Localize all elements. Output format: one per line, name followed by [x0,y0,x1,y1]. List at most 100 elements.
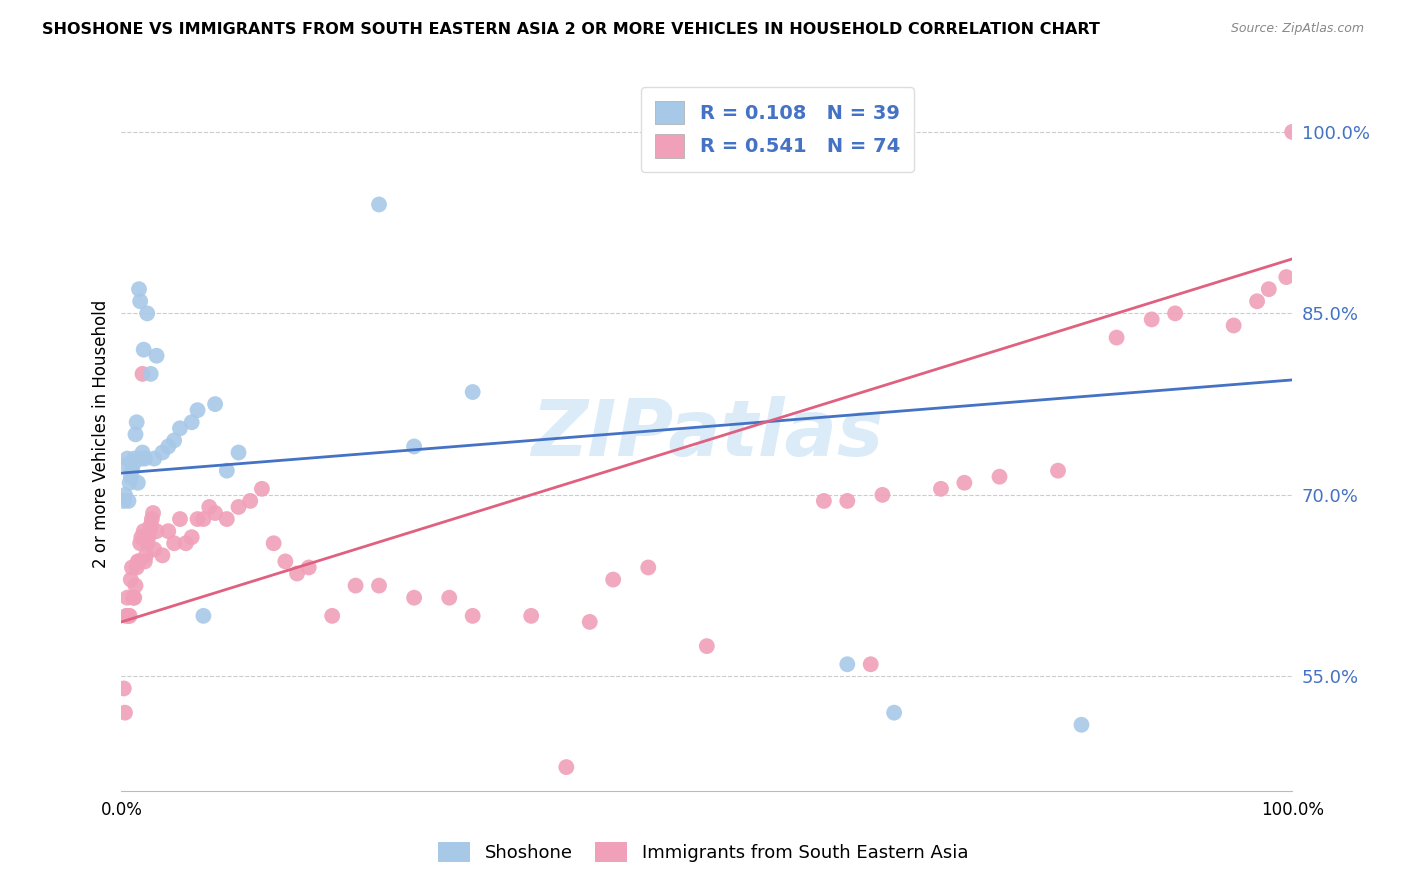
Point [115,608,138,623]
Point [120,573,142,587]
Text: SHOSHONE VS IMMIGRANTS FROM SOUTH EASTERN ASIA 2 OR MORE VEHICLES IN HOUSEHOLD C: SHOSHONE VS IMMIGRANTS FROM SOUTH EASTER… [42,22,1099,37]
Point [136,306,159,320]
Point [134,451,156,466]
Point [1047,464,1070,478]
Point [121,464,143,478]
Point [138,524,160,538]
Point [1070,718,1092,732]
Y-axis label: 2 or more Vehicles in Household: 2 or more Vehicles in Household [93,301,110,568]
Point [114,488,136,502]
Point [368,197,391,211]
Point [112,494,135,508]
Point [520,608,543,623]
Point [321,608,343,623]
Point [139,367,162,381]
Point [129,294,152,309]
Point [163,536,186,550]
Point [883,706,905,720]
Point [929,482,952,496]
Point [125,560,148,574]
Point [1281,125,1303,139]
Point [131,367,153,381]
Point [461,384,484,399]
Point [204,506,226,520]
Point [114,706,136,720]
Point [169,512,191,526]
Point [132,343,155,357]
Point [120,469,142,483]
Point [263,536,285,550]
Legend: Shoshone, Immigrants from South Eastern Asia: Shoshone, Immigrants from South Eastern … [430,834,976,870]
Point [118,608,141,623]
Point [1140,312,1163,326]
Point [193,608,215,623]
Point [138,530,160,544]
Point [124,451,146,466]
Point [250,482,273,496]
Point [139,518,162,533]
Point [344,579,367,593]
Point [131,445,153,459]
Text: ZIPatlas: ZIPatlas [530,396,883,473]
Point [198,500,221,514]
Point [115,458,138,472]
Point [578,615,600,629]
Point [1105,330,1128,344]
Point [215,512,238,526]
Point [837,657,859,672]
Point [118,475,141,490]
Point [228,445,250,459]
Point [125,415,148,429]
Point [127,475,149,490]
Point [157,440,180,454]
Point [180,415,202,429]
Point [602,573,624,587]
Point [141,512,163,526]
Point [124,427,146,442]
Point [124,591,146,605]
Point [1164,306,1187,320]
Point [368,579,391,593]
Point [696,639,718,653]
Point [404,440,426,454]
Point [555,760,578,774]
Point [180,530,202,544]
Point [152,445,174,459]
Legend: R = 0.108   N = 39, R = 0.541   N = 74: R = 0.108 N = 39, R = 0.541 N = 74 [641,87,914,171]
Point [404,591,426,605]
Point [117,591,139,605]
Point [145,349,167,363]
Point [953,475,976,490]
Point [1222,318,1244,333]
Point [128,554,150,568]
Point [298,560,321,574]
Point [837,494,859,508]
Point [186,512,208,526]
Point [157,524,180,538]
Point [117,494,139,508]
Point [134,554,156,568]
Point [145,524,167,538]
Point [132,524,155,538]
Point [143,451,166,466]
Point [169,421,191,435]
Point [1275,270,1298,285]
Point [274,554,297,568]
Point [152,549,174,563]
Point [117,451,139,466]
Point [215,464,238,478]
Point [1257,282,1279,296]
Point [1246,294,1268,309]
Point [461,608,484,623]
Point [859,657,882,672]
Point [124,579,146,593]
Text: Source: ZipAtlas.com: Source: ZipAtlas.com [1230,22,1364,36]
Point [122,458,145,472]
Point [131,451,153,466]
Point [131,530,153,544]
Point [121,560,143,574]
Point [122,591,145,605]
Point [135,549,157,563]
Point [112,681,135,696]
Point [988,469,1011,483]
